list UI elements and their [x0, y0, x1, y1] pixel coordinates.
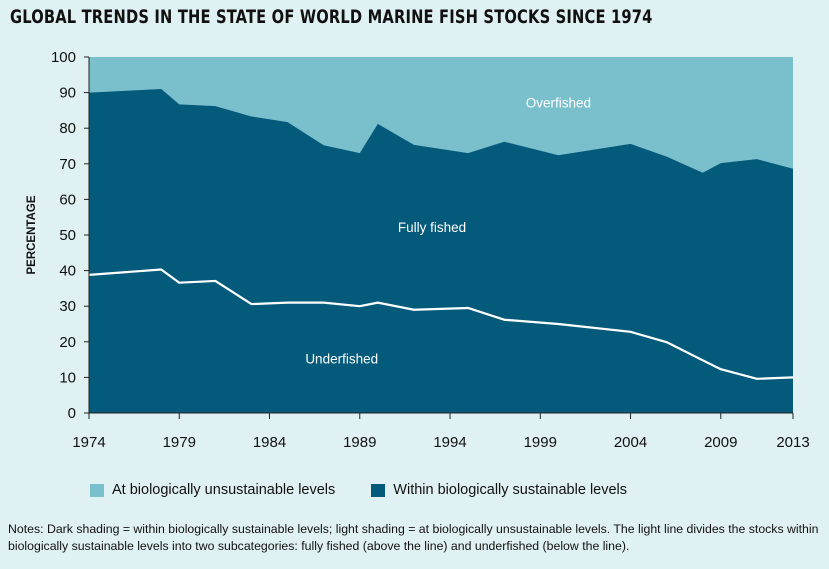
y-tick-label: 20 [59, 334, 76, 351]
y-tick-label: 80 [59, 120, 76, 137]
x-tick-label: 1984 [253, 434, 286, 451]
y-tick-label: 50 [59, 227, 76, 244]
annotation-label: Overfished [526, 95, 591, 110]
x-tick-label: 1989 [343, 434, 376, 451]
x-tick-label: 2013 [776, 434, 809, 451]
chart-notes: Notes: Dark shading = within biologicall… [8, 522, 819, 553]
annotation-label: Underfished [305, 352, 378, 367]
legend-label-sustainable: Within biologically sustainable levels [393, 482, 628, 498]
y-tick-label: 30 [59, 298, 76, 315]
y-tick-label: 60 [59, 191, 76, 208]
legend-item-sustainable: Within biologically sustainable levels [371, 482, 627, 498]
y-tick-label: 40 [59, 263, 76, 280]
legend: At biologically unsustainable levels Wit… [90, 482, 663, 498]
legend-swatch-sustainable [371, 483, 386, 497]
legend-label-unsustainable: At biologically unsustainable levels [112, 482, 336, 498]
x-tick-label: 2004 [614, 434, 647, 451]
chart-title: GLOBAL TRENDS IN THE STATE OF WORLD MARI… [10, 6, 653, 28]
chart-area: 0 10 20 30 40 50 60 70 80 90 100 1974 1979 1984 1989 19… [26, 49, 810, 451]
y-tick-label: 100 [51, 49, 76, 66]
y-tick-label: 10 [59, 369, 76, 386]
y-tick-label: 90 [59, 85, 76, 102]
x-tick-label: 1979 [163, 434, 196, 451]
annotation-label: Fully fished [398, 220, 466, 235]
x-tick-label: 1994 [433, 434, 466, 451]
y-tick-label: 70 [59, 156, 76, 173]
x-tick-label: 1999 [524, 434, 557, 451]
y-axis-label: PERCENTAGE [26, 195, 38, 274]
x-tick-label: 2009 [704, 434, 737, 451]
divider-line [88, 268, 794, 380]
series-area-sustainable [89, 89, 793, 413]
x-tick-label: 1974 [72, 434, 105, 451]
legend-item-unsustainable: At biologically unsustainable levels [90, 482, 335, 498]
y-tick-label: 0 [68, 405, 76, 422]
legend-swatch-unsustainable [90, 483, 104, 497]
